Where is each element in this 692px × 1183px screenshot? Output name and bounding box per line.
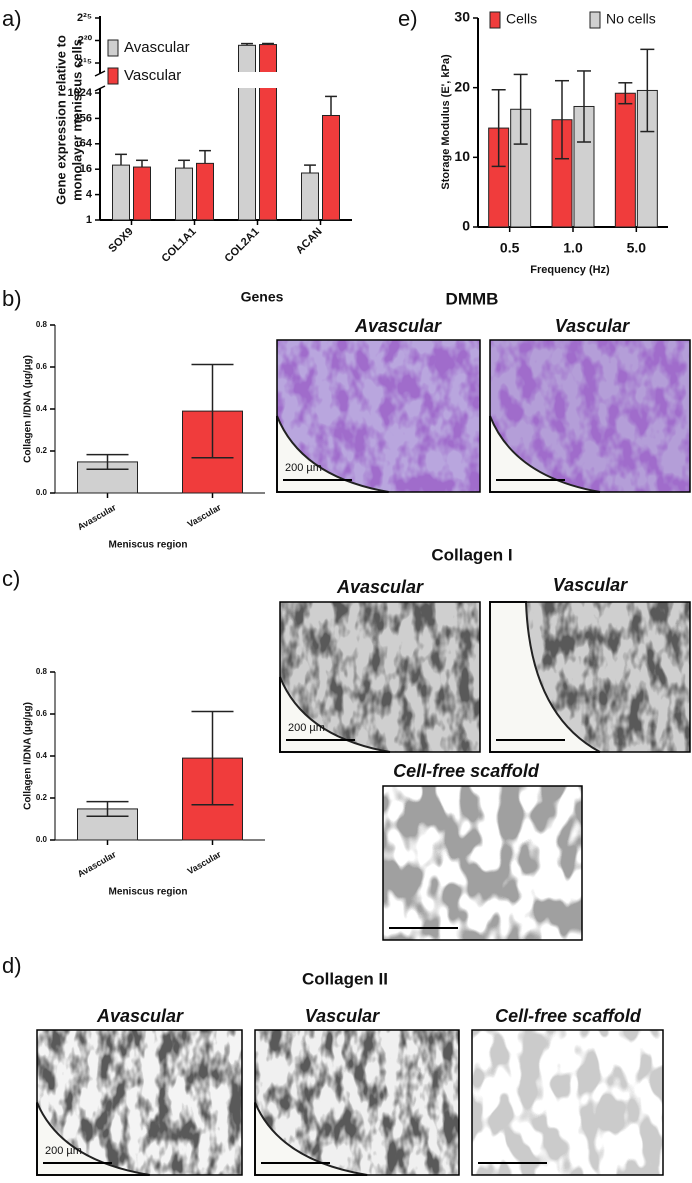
micrograph-texture xyxy=(472,1030,663,1175)
bar xyxy=(301,172,319,221)
y-tick-label: 0.6 xyxy=(36,362,48,371)
legend-label: Avascular xyxy=(124,39,190,56)
image-label: Avascular xyxy=(354,316,442,336)
y-tick-label: 30 xyxy=(454,9,470,25)
x-tick-label: COL1A1 xyxy=(159,226,198,265)
bar xyxy=(259,44,277,221)
bar-break xyxy=(237,72,257,88)
y-axis-title: Storage Modulus (E', kPa) xyxy=(440,54,452,190)
panel-label: d) xyxy=(2,953,22,978)
image-title: DMMB xyxy=(446,289,499,308)
x-axis-title: Frequency (Hz) xyxy=(530,264,610,276)
image-frame xyxy=(489,601,691,753)
y-tick-label: 10 xyxy=(454,148,470,164)
panel-label: a) xyxy=(2,6,22,31)
bar xyxy=(614,92,636,228)
image-label: Avascular xyxy=(336,577,424,597)
bar xyxy=(196,162,214,221)
y-tick-label: 1 xyxy=(86,214,92,226)
legend-label: Cells xyxy=(506,11,537,27)
image-frame xyxy=(279,601,481,753)
image-label: Cell-free scaffold xyxy=(495,1006,642,1026)
axis-break xyxy=(94,70,106,77)
x-tick-label: Vascular xyxy=(186,502,223,529)
image-frame xyxy=(254,1029,460,1176)
y-tick-label: 0.8 xyxy=(36,320,48,329)
scale-label: 200 µm xyxy=(45,1145,82,1157)
bar-break xyxy=(258,72,278,88)
y-tick-label: 2²⁵ xyxy=(77,12,92,24)
y-tick-label: 20 xyxy=(454,78,470,94)
y-tick-label: 2¹⁵ xyxy=(77,57,92,69)
panel-label: e) xyxy=(398,6,418,31)
y-tick-label: 2²⁰ xyxy=(78,34,93,46)
y-tick-label: 1024 xyxy=(68,87,93,99)
legend-label: Vascular xyxy=(124,67,181,84)
y-tick-label: 4 xyxy=(86,189,93,201)
bar xyxy=(238,44,256,221)
scale-label: 200 µm xyxy=(285,462,322,474)
image-frame xyxy=(489,339,691,493)
y-tick-label: 0.0 xyxy=(36,488,48,497)
image-label: Avascular xyxy=(96,1006,184,1026)
image-label: Vascular xyxy=(555,316,630,336)
empty-region xyxy=(489,601,601,753)
y-tick-label: 0.8 xyxy=(36,667,48,676)
y-axis-title: monolayer meniscus cells xyxy=(69,39,84,201)
image-label: Cell-free scaffold xyxy=(393,761,540,781)
image-label: Vascular xyxy=(553,575,628,595)
image-frame xyxy=(36,1029,243,1176)
y-tick-label: 0.2 xyxy=(36,793,48,802)
image-title: Collagen II xyxy=(302,969,388,988)
y-axis-title: Collagen I/DNA (µg/µg) xyxy=(23,702,34,810)
bar xyxy=(175,167,193,221)
y-tick-label: 0.2 xyxy=(36,446,48,455)
x-tick-label: Vascular xyxy=(186,849,223,876)
legend-swatch xyxy=(489,11,501,29)
x-tick-label: ACAN xyxy=(294,226,325,257)
y-tick-label: 0 xyxy=(462,218,470,234)
bar xyxy=(112,164,130,221)
x-tick-label: COL2A1 xyxy=(222,226,261,265)
micrograph-texture xyxy=(383,786,582,940)
image-title: Collagen I xyxy=(431,545,512,564)
legend-swatch xyxy=(107,67,119,85)
x-tick-label: Avascular xyxy=(76,502,118,532)
image-frame xyxy=(471,1029,664,1176)
x-tick-label: Avascular xyxy=(76,849,118,879)
bar xyxy=(322,114,340,221)
legend-swatch xyxy=(107,39,119,57)
image-frame xyxy=(276,339,481,493)
legend-swatch xyxy=(589,11,601,29)
image-frame xyxy=(382,785,583,941)
y-tick-label: 0.6 xyxy=(36,709,48,718)
y-tick-label: 16 xyxy=(80,163,92,175)
y-tick-label: 64 xyxy=(80,138,93,150)
bar xyxy=(133,166,151,221)
y-axis-title: Collagen I/DNA (µg/µg) xyxy=(23,355,34,463)
panel-label: c) xyxy=(2,566,20,591)
y-axis-title: Gene expression relative to xyxy=(53,35,68,205)
y-tick-label: 0.4 xyxy=(36,404,48,413)
x-axis-title: Genes xyxy=(241,289,284,305)
scale-label: 200 µm xyxy=(288,722,325,734)
x-axis-title: Meniscus region xyxy=(109,887,188,898)
x-tick-label: 5.0 xyxy=(627,240,647,256)
y-tick-label: 0.0 xyxy=(36,835,48,844)
x-tick-label: 0.5 xyxy=(500,240,520,256)
legend-label: No cells xyxy=(606,11,656,27)
x-axis-title: Meniscus region xyxy=(109,540,188,551)
axis-break xyxy=(94,85,106,92)
x-tick-label: 1.0 xyxy=(563,240,583,256)
x-tick-label: SOX9 xyxy=(106,226,135,255)
image-label: Vascular xyxy=(305,1006,380,1026)
y-tick-label: 0.4 xyxy=(36,751,48,760)
panel-label: b) xyxy=(2,286,22,311)
y-tick-label: 256 xyxy=(74,112,92,124)
